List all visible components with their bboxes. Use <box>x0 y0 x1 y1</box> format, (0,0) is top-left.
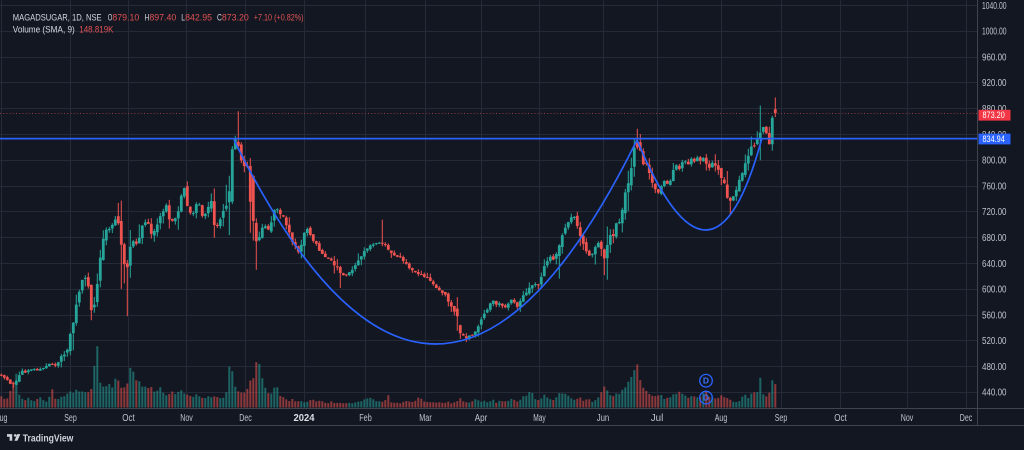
svg-text:842.95: 842.95 <box>185 13 212 24</box>
svg-text:879.10: 879.10 <box>112 13 139 24</box>
svg-text:Oct: Oct <box>834 413 847 424</box>
svg-text:Oct: Oct <box>122 413 135 424</box>
svg-text:TradingView: TradingView <box>23 432 74 444</box>
svg-text:D: D <box>703 393 709 403</box>
svg-text:Volume (SMA, 9): Volume (SMA, 9) <box>13 25 75 36</box>
svg-text:Feb: Feb <box>359 413 372 424</box>
svg-text:834.94: 834.94 <box>983 134 1005 145</box>
svg-text:720.00: 720.00 <box>982 207 1007 218</box>
svg-text:Nov: Nov <box>901 413 914 424</box>
svg-text:560.00: 560.00 <box>982 310 1007 321</box>
svg-text:440.00: 440.00 <box>982 388 1007 399</box>
svg-text:520.00: 520.00 <box>982 336 1007 347</box>
svg-text:873.20: 873.20 <box>222 13 249 24</box>
svg-text:800.00: 800.00 <box>982 156 1007 167</box>
svg-text:Apr: Apr <box>475 413 488 424</box>
svg-text:880.00: 880.00 <box>982 104 1007 115</box>
svg-text:640.00: 640.00 <box>982 259 1007 270</box>
svg-text:760.00: 760.00 <box>982 181 1007 192</box>
svg-text:Aug: Aug <box>0 413 7 424</box>
svg-text:2024: 2024 <box>294 413 315 424</box>
svg-text:Aug: Aug <box>715 413 728 424</box>
svg-text:MAGADSUGAR, 1D, NSE: MAGADSUGAR, 1D, NSE <box>13 13 102 24</box>
svg-text:Jun: Jun <box>597 413 610 424</box>
svg-text:Nov: Nov <box>180 413 193 424</box>
svg-text:960.00: 960.00 <box>982 53 1007 64</box>
svg-text:L: L <box>181 13 185 24</box>
svg-text:Dec: Dec <box>239 413 252 424</box>
svg-text:+7.10 (+0.82%): +7.10 (+0.82%) <box>254 13 304 24</box>
svg-text:600.00: 600.00 <box>982 285 1007 296</box>
svg-text:1000.00: 1000.00 <box>982 27 1007 38</box>
svg-text:897.40: 897.40 <box>149 13 176 24</box>
svg-text:Jul: Jul <box>651 413 664 424</box>
svg-text:Dec: Dec <box>960 413 973 424</box>
svg-text:873.20: 873.20 <box>983 110 1005 121</box>
svg-text:1040.00: 1040.00 <box>982 1 1007 12</box>
svg-text:680.00: 680.00 <box>982 233 1007 244</box>
svg-text:H: H <box>145 13 150 24</box>
svg-text:May: May <box>533 413 546 424</box>
svg-text:480.00: 480.00 <box>982 362 1007 373</box>
svg-text:D: D <box>703 376 709 386</box>
svg-text:920.00: 920.00 <box>982 78 1007 89</box>
svg-text:Mar: Mar <box>419 413 432 424</box>
svg-text:O: O <box>108 13 113 24</box>
svg-text:Sep: Sep <box>64 413 77 424</box>
svg-text:148.819K: 148.819K <box>79 25 114 36</box>
svg-text:C: C <box>217 13 222 24</box>
svg-text:Sep: Sep <box>775 413 788 424</box>
